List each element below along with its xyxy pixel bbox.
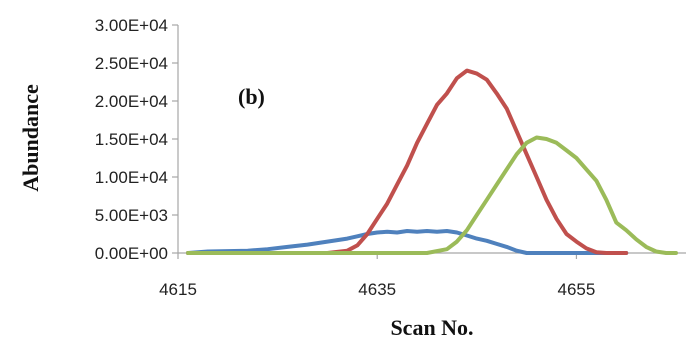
y-tick-label: 2.00E+04 — [95, 92, 168, 111]
y-tick-labels: 0.00E+00 5.00E+03 1.00E+04 1.50E+04 2.00E+04… — [95, 16, 168, 263]
blue-series-line — [186, 229, 629, 255]
green-series-line — [186, 135, 678, 255]
y-tick-label: 5.00E+03 — [95, 206, 168, 225]
y-tick-label: 2.50E+04 — [95, 54, 168, 73]
y-tick-label: 0.00E+00 — [95, 244, 168, 263]
y-tick-label: 3.00E+04 — [95, 16, 168, 35]
series-lines — [186, 68, 678, 255]
panel-annotation: (b) — [238, 84, 265, 109]
y-tick-label: 1.50E+04 — [95, 130, 168, 149]
x-tick-labels: 4615 4635 4655 — [159, 280, 595, 299]
x-axis-title: Scan No. — [390, 315, 473, 340]
y-tick-marks — [172, 24, 178, 254]
y-axis-title: Abundance — [18, 84, 43, 192]
y-tick-label: 1.00E+04 — [95, 168, 168, 187]
x-tick-label: 4615 — [159, 280, 197, 299]
red-series-line — [186, 68, 629, 255]
x-tick-label: 4655 — [558, 280, 596, 299]
x-tick-label: 4635 — [358, 280, 396, 299]
